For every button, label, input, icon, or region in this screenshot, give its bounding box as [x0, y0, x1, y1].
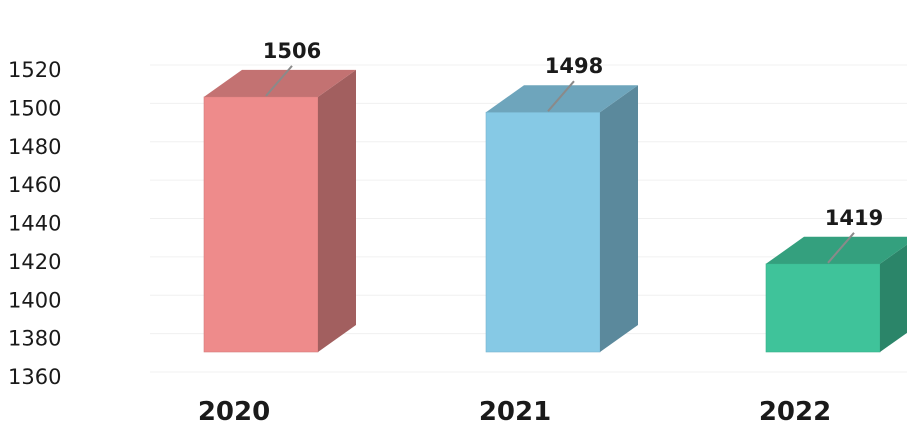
bar-top-face: [204, 69, 356, 97]
bar-top-face: [766, 236, 907, 264]
bar-2022: 1419: [765, 206, 907, 353]
bar-top-face: [486, 85, 638, 113]
x-axis-category-labels: 2020 2021 2022: [198, 397, 831, 421]
bar-front-face: [485, 111, 601, 353]
y-tick-label: 1440: [8, 212, 61, 236]
bar-side-face: [318, 69, 356, 353]
y-tick-label: 1480: [8, 135, 61, 159]
x-category-label: 2022: [759, 397, 831, 421]
data-label-leader: [265, 65, 293, 97]
bar-2020: 1506: [203, 39, 356, 353]
y-tick-label: 1460: [8, 173, 61, 197]
bar-side-face: [880, 244, 907, 352]
bar-2021: 1498: [485, 54, 638, 353]
y-tick-label: 1380: [8, 327, 61, 351]
x-category-label: 2021: [479, 397, 551, 421]
data-label-leader: [827, 232, 855, 264]
y-tick-label: 1500: [8, 96, 61, 120]
data-label: 1419: [825, 206, 883, 230]
y-tick-label: 1400: [8, 288, 61, 312]
bar-side-face: [600, 85, 638, 353]
data-label: 1506: [263, 39, 321, 63]
data-label-leader: [547, 80, 575, 112]
bar-front-face: [765, 263, 881, 353]
y-axis-tick-labels: 1520 1500 1480 1460 1440 1420 1400 1380 1360: [8, 58, 61, 389]
y-tick-label: 1520: [8, 58, 61, 82]
y-tick-label: 1360: [8, 365, 61, 389]
bars: 1506 1498 1419: [203, 39, 907, 353]
x-category-label: 2020: [198, 397, 270, 421]
bar-front-face: [203, 96, 319, 353]
data-label: 1498: [545, 54, 603, 78]
y-tick-label: 1420: [8, 250, 61, 274]
